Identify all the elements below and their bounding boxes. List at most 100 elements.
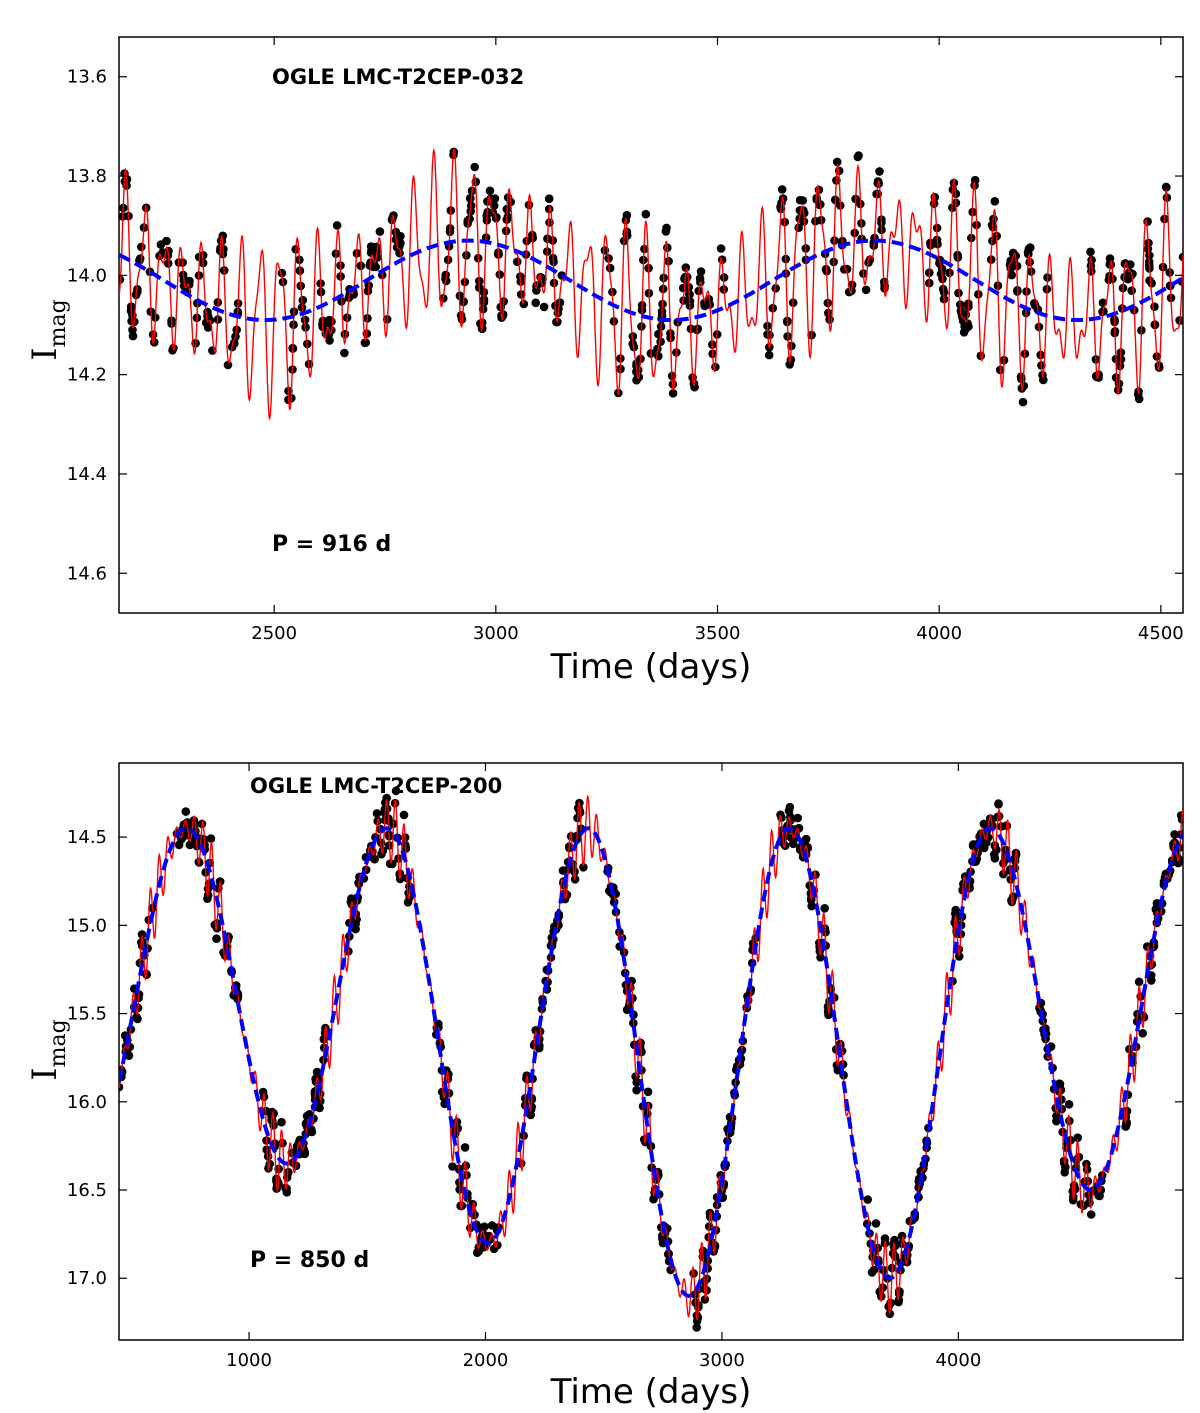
data-point — [1123, 274, 1133, 284]
data-point — [460, 1143, 470, 1152]
svg-text:Imag: Imag — [25, 299, 71, 361]
data-point — [695, 274, 705, 283]
data-point — [168, 346, 177, 355]
data-point — [366, 242, 376, 251]
data-point — [137, 930, 147, 939]
data-point — [1086, 1210, 1096, 1219]
y-tick-label: 13.8 — [67, 166, 107, 187]
x-axis-label: Time (days) — [550, 1372, 752, 1412]
period-annotation: P = 850 d — [250, 1248, 369, 1273]
data-point — [654, 351, 663, 361]
data-point — [798, 196, 808, 205]
svg-text:Imag: Imag — [25, 1019, 71, 1081]
model-fit-line — [119, 794, 1183, 1320]
data-point — [954, 288, 963, 298]
data-point — [719, 273, 729, 282]
data-point — [628, 332, 638, 341]
data-point — [875, 167, 884, 176]
data-point — [820, 904, 829, 913]
data-point — [399, 810, 409, 820]
data-point — [605, 263, 615, 273]
data-point — [954, 952, 964, 961]
data-point — [300, 315, 310, 325]
period-annotation: P = 916 d — [272, 532, 391, 557]
data-point — [861, 285, 871, 295]
data-point — [298, 295, 308, 305]
data-point — [777, 185, 787, 194]
y-axis-label-main: I — [25, 1067, 65, 1080]
data-point — [375, 227, 385, 236]
data-point — [315, 1103, 324, 1113]
chart-title: OGLE LMC-T2CEP-200 — [250, 774, 502, 798]
data-point — [277, 1117, 286, 1127]
data-point — [656, 337, 665, 347]
data-point — [1126, 260, 1135, 269]
data-point — [853, 152, 863, 162]
data-point — [570, 867, 579, 877]
data-point — [692, 1323, 701, 1332]
data-point — [1052, 1116, 1061, 1126]
data-point — [990, 841, 1000, 850]
data-point — [526, 1110, 535, 1120]
data-point — [979, 819, 989, 829]
y-tick-label: 14.5 — [67, 827, 107, 848]
data-point — [307, 1127, 317, 1137]
x-tick-label: 2500 — [251, 623, 297, 644]
data-point — [806, 895, 816, 905]
data-point — [622, 1005, 632, 1015]
data-point — [466, 193, 475, 203]
data-point — [490, 194, 500, 203]
x-tick-label: 4500 — [1138, 623, 1184, 644]
data-point — [1086, 247, 1095, 257]
data-point — [212, 934, 221, 943]
data-point — [863, 1195, 872, 1204]
data-point — [1086, 261, 1096, 271]
data-point — [1150, 302, 1159, 312]
axis-ticks: 1000 2000 3000 4000 14.5 15.0 15.5 16.0 16.5 17.0 — [67, 763, 1183, 1371]
data-point — [539, 302, 549, 312]
data-point — [531, 1026, 540, 1035]
x-tick-label: 2000 — [463, 1350, 509, 1371]
data-point — [370, 854, 379, 864]
plot-marks — [119, 147, 1183, 421]
data-point — [133, 285, 142, 294]
data-point — [1127, 286, 1136, 296]
data-point — [185, 276, 194, 286]
y-tick-label: 15.5 — [67, 1004, 107, 1025]
data-point — [448, 1162, 457, 1171]
data-point — [1008, 895, 1017, 904]
data-point — [789, 839, 798, 849]
axis-ticks: 2500 3000 3500 4000 4500 13.6 13.8 14.0 14.2 14.4… — [67, 37, 1184, 644]
data-point — [1018, 397, 1028, 407]
data-point — [990, 197, 1000, 206]
x-tick-label: 4000 — [935, 1350, 981, 1371]
data-point — [994, 812, 1004, 821]
data-point — [388, 859, 397, 869]
data-point — [206, 834, 216, 843]
x-tick-label: 4000 — [916, 623, 962, 644]
data-point — [785, 802, 795, 812]
y-tick-label: 16.0 — [67, 1092, 107, 1113]
y-axis-label-sub: mag — [46, 1019, 71, 1067]
data-point — [1073, 1133, 1082, 1142]
y-axis-label: Imag — [25, 299, 71, 361]
data-point — [696, 267, 706, 276]
data-point — [793, 813, 802, 823]
panel-lmc-t2cep-200: 1000 2000 3000 4000 14.5 15.0 15.5 16.0 16.5 17.0… — [25, 762, 1184, 1412]
data-point — [867, 1268, 877, 1277]
data-point — [128, 325, 137, 335]
data-point — [480, 1222, 489, 1231]
data-point — [463, 216, 473, 226]
data-point — [700, 1295, 710, 1304]
data-point — [979, 843, 989, 853]
y-tick-label: 14.6 — [67, 563, 107, 584]
data-point — [203, 894, 212, 903]
long-period-dashed-line — [119, 826, 1183, 1298]
data-point — [305, 1110, 314, 1119]
data-point — [513, 257, 522, 267]
data-point — [1134, 977, 1144, 987]
data-point — [156, 240, 166, 249]
data-point — [128, 331, 138, 341]
y-axis-label-sub: mag — [46, 299, 71, 347]
data-point — [1105, 254, 1115, 263]
